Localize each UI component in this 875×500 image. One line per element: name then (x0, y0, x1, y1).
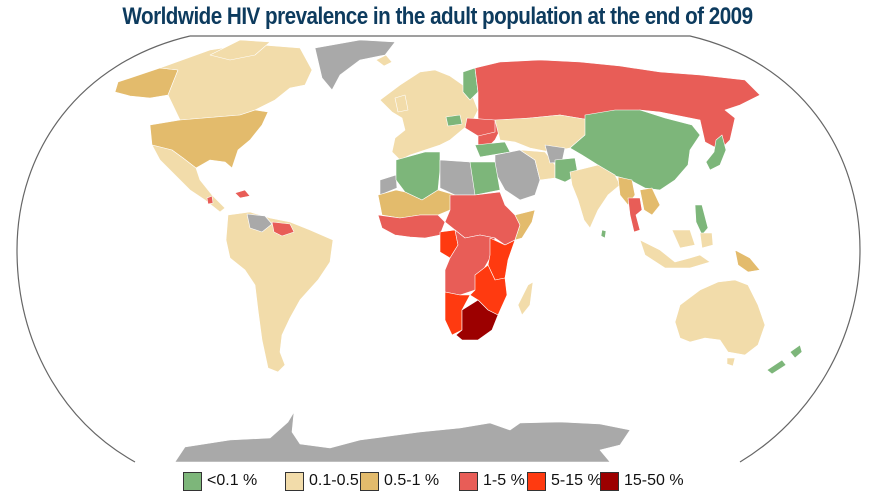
region-indochina (639, 187, 661, 216)
region-west-africa (377, 214, 446, 239)
legend-swatch (527, 471, 546, 491)
region-western-europe (375, 54, 393, 67)
region-ukraine (464, 117, 496, 137)
map-title: Worldwide HIV prevalence in the adult po… (122, 3, 753, 30)
legend-swatch (360, 471, 379, 491)
globe-outline (16, 35, 861, 463)
legend-swatch (459, 471, 478, 491)
legend-label: 15-50 % (624, 472, 684, 489)
region-venezuela (246, 213, 273, 233)
region-western-sahara (379, 174, 398, 196)
region-australia (674, 279, 766, 356)
region-mexico-central-america (151, 144, 226, 213)
region-indonesia (671, 229, 696, 249)
region-south-america (225, 211, 334, 373)
world-map (16, 35, 861, 463)
region-libya (439, 159, 476, 196)
region-caribbean-haiti (206, 195, 214, 205)
legend-label: <0.1 % (207, 472, 258, 489)
legend-swatch (600, 471, 619, 491)
region-egypt (469, 161, 501, 196)
legend-label: 5-15 % (551, 472, 602, 489)
legend-item-5-to-15: 5-15 % (527, 469, 602, 493)
region-new-zealand (789, 344, 803, 359)
region-papua-new-guinea (734, 249, 761, 273)
legend-swatch (285, 471, 304, 491)
region-caribbean-haiti (234, 189, 251, 199)
region-western-europe (379, 69, 479, 161)
region-china-mongolia (569, 109, 701, 191)
region-philippines (694, 204, 709, 236)
region-india (569, 164, 621, 229)
legend: <0.1 % 0.1-0.5 % 0.5-1 % 1-5 % 5-15 % 15-50 % (0, 469, 875, 493)
legend-item-1-to-5: 1-5 % (459, 469, 525, 493)
region-new-zealand (766, 359, 787, 375)
legend-swatch (183, 471, 202, 491)
legend-item-lt-0-1: <0.1 % (183, 469, 257, 493)
region-finland-baltics (445, 114, 463, 127)
region-canada (209, 39, 271, 61)
region-greenland (314, 39, 396, 91)
legend-label: 1-5 % (483, 472, 525, 489)
region-australia (726, 357, 736, 367)
region-sri-lanka (600, 229, 607, 239)
region-finland-baltics (462, 67, 479, 101)
region-guyana-suriname (271, 221, 295, 237)
region-somalia-horn (514, 209, 536, 241)
legend-item-15-to-50: 15-50 % (600, 469, 684, 493)
region-madagascar (517, 281, 534, 316)
region-thailand (627, 197, 643, 233)
region-indonesia (699, 232, 714, 249)
legend-item-0-5-to-1: 0.5-1 % (360, 469, 439, 493)
region-japan (705, 134, 727, 171)
region-south-africa-botswana (455, 299, 499, 341)
region-western-europe (394, 94, 409, 113)
region-antarctica (174, 411, 631, 462)
legend-label: 0.5-1 % (384, 472, 440, 489)
region-indonesia (639, 239, 711, 269)
